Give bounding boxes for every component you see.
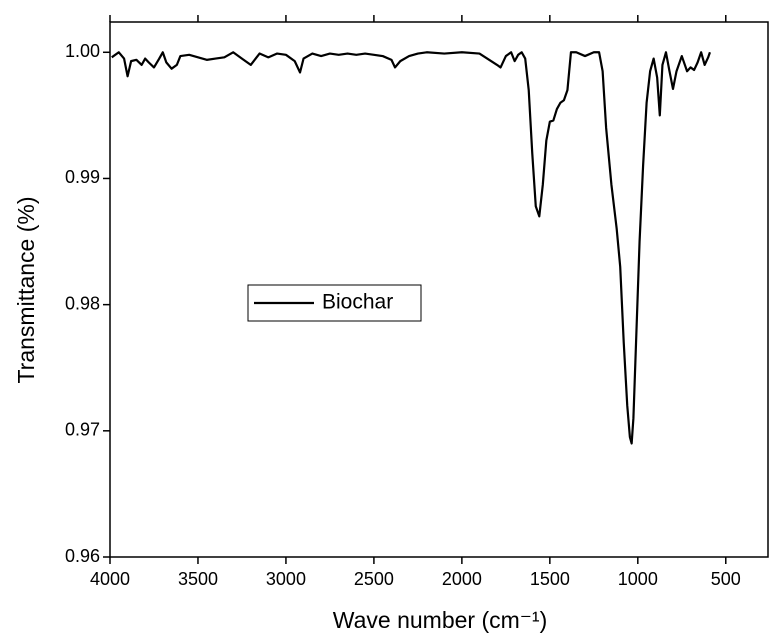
x-tick-label: 3500 — [178, 569, 218, 589]
x-tick-label: 2500 — [354, 569, 394, 589]
x-tick-label: 500 — [711, 569, 741, 589]
y-tick-label: 0.98 — [65, 293, 100, 313]
y-tick-label: 0.97 — [65, 420, 100, 440]
y-tick-label: 0.99 — [65, 167, 100, 187]
y-tick-label: 1.00 — [65, 41, 100, 61]
spectrum-line — [111, 51, 711, 445]
x-tick-label: 1000 — [618, 569, 658, 589]
x-tick-label: 4000 — [90, 569, 130, 589]
legend-label: Biochar — [322, 291, 393, 314]
x-axis-title: Wave number (cm⁻¹) — [333, 607, 547, 633]
x-tick-label: 2000 — [442, 569, 482, 589]
plot-frame — [109, 21, 769, 558]
x-tick-label: 1500 — [530, 569, 570, 589]
x-tick-label: 3000 — [266, 569, 306, 589]
y-axis-title: Transmittance (%) — [13, 196, 39, 383]
y-tick-label: 0.96 — [65, 546, 100, 566]
